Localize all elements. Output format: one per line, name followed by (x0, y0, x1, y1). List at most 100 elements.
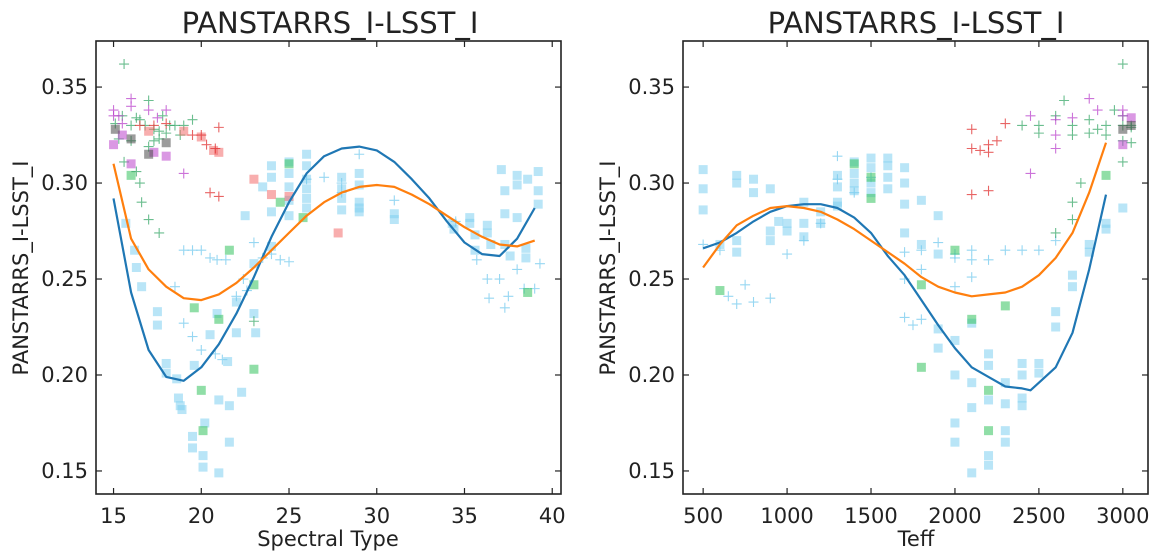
left-fit-line (112, 145, 536, 382)
right-square-point (765, 236, 775, 246)
right-plus-point (1084, 114, 1095, 125)
left-y-tick-labels: 0.15 0.20 0.25 0.30 0.35 (41, 75, 88, 483)
right-plus-point (765, 293, 776, 304)
left-square-point (152, 320, 162, 330)
left-square-point (266, 190, 276, 200)
right-square-point (1118, 203, 1128, 213)
left-square-point (188, 443, 198, 453)
right-chart-title: PANSTARRS_I-LSST_I (768, 6, 1065, 40)
right-plus-point (966, 143, 977, 154)
right-square-point (1051, 307, 1061, 317)
left-square-point (512, 213, 522, 223)
left-square-point (337, 172, 347, 182)
right-plus-point (1050, 143, 1061, 154)
right-plus-point (916, 314, 927, 325)
right-square-point (967, 314, 977, 324)
left-plus-point (161, 128, 172, 139)
right-plus-point (1050, 130, 1061, 141)
left-square-point (212, 309, 222, 319)
right-plus-point (899, 312, 910, 323)
right-square-point (1000, 426, 1010, 436)
left-plus-point (148, 120, 159, 131)
left-plus-point (220, 254, 231, 265)
left-plus-point (231, 291, 242, 302)
right-square-point (984, 385, 994, 395)
left-plus-point (134, 120, 145, 131)
right-square-point (832, 201, 842, 211)
left-square-point (223, 357, 233, 367)
left-plus-point (484, 293, 495, 304)
right-plus-point (1000, 118, 1011, 129)
right-x-tick-label: 2000 (928, 504, 981, 528)
left-plus-point (187, 331, 198, 342)
right-square-point (900, 199, 910, 209)
right-y-axis-label: PANSTARRS_I-LSST_I (596, 161, 621, 376)
right-plus-point (1126, 137, 1137, 148)
right-plus-point (966, 124, 977, 135)
left-square-point (144, 126, 154, 136)
right-plus-point (731, 298, 742, 309)
right-plus-point (1000, 245, 1011, 256)
left-plus-point (275, 254, 286, 265)
left-plus-point (196, 245, 207, 256)
left-plus-point (126, 101, 137, 112)
right-fit-lines (702, 142, 1108, 392)
right-square-point (1126, 120, 1136, 130)
right-plus-point (1033, 128, 1044, 139)
right-square-point (967, 403, 977, 413)
left-square-point (237, 387, 247, 397)
left-square-point (126, 170, 136, 180)
left-plus-point (119, 59, 130, 70)
right-square-point (1118, 140, 1128, 150)
right-square-point (916, 362, 926, 372)
right-square-point (916, 280, 926, 290)
left-square-point (284, 159, 294, 169)
right-plus-point (832, 174, 843, 185)
left-square-point (249, 259, 259, 269)
right-square-point (1017, 370, 1027, 380)
right-square-point (799, 218, 809, 228)
left-square-point (205, 330, 215, 340)
right-y-tick-label: 0.30 (628, 171, 675, 195)
left-square-point (500, 186, 510, 196)
right-x-axis-label: Teff (897, 527, 935, 551)
left-y-tick-label: 0.30 (41, 171, 88, 195)
right-square-point (950, 245, 960, 255)
left-square-point (354, 207, 364, 217)
left-square-point (465, 218, 475, 228)
left-square-point (284, 168, 294, 178)
right-plus-point (1067, 197, 1078, 208)
left-square-point (284, 182, 294, 192)
left-plus-point (284, 256, 295, 267)
left-plus-point (512, 264, 523, 275)
right-square-point (715, 286, 725, 296)
left-square-point (275, 197, 285, 207)
right-square-point (849, 159, 859, 169)
left-square-point (533, 186, 543, 196)
right-square-point (698, 165, 708, 175)
right-plus-point (899, 247, 910, 258)
right-data-points (698, 59, 1137, 478)
left-square-point (214, 147, 224, 157)
right-fit-line (702, 142, 1108, 298)
right-square-point (1067, 270, 1077, 280)
left-plus-point (178, 168, 189, 179)
right-plus-point (907, 320, 918, 331)
right-square-point (1017, 358, 1027, 368)
right-plus-point (1084, 93, 1095, 104)
left-square-point (266, 241, 276, 251)
left-plus-point (187, 114, 198, 125)
right-square-point (866, 153, 876, 163)
right-square-point (933, 249, 943, 259)
left-square-point (302, 149, 312, 159)
left-plus-point (161, 118, 172, 129)
left-plus-point (169, 120, 180, 131)
right-plus-point (1084, 128, 1095, 139)
right-plus-point (949, 281, 960, 292)
right-plus-point (1067, 112, 1078, 123)
right-plus-point (966, 189, 977, 200)
right-plus-point (1017, 120, 1028, 131)
left-square-point (198, 426, 208, 436)
left-square-point (109, 140, 119, 150)
right-square-point (900, 178, 910, 188)
